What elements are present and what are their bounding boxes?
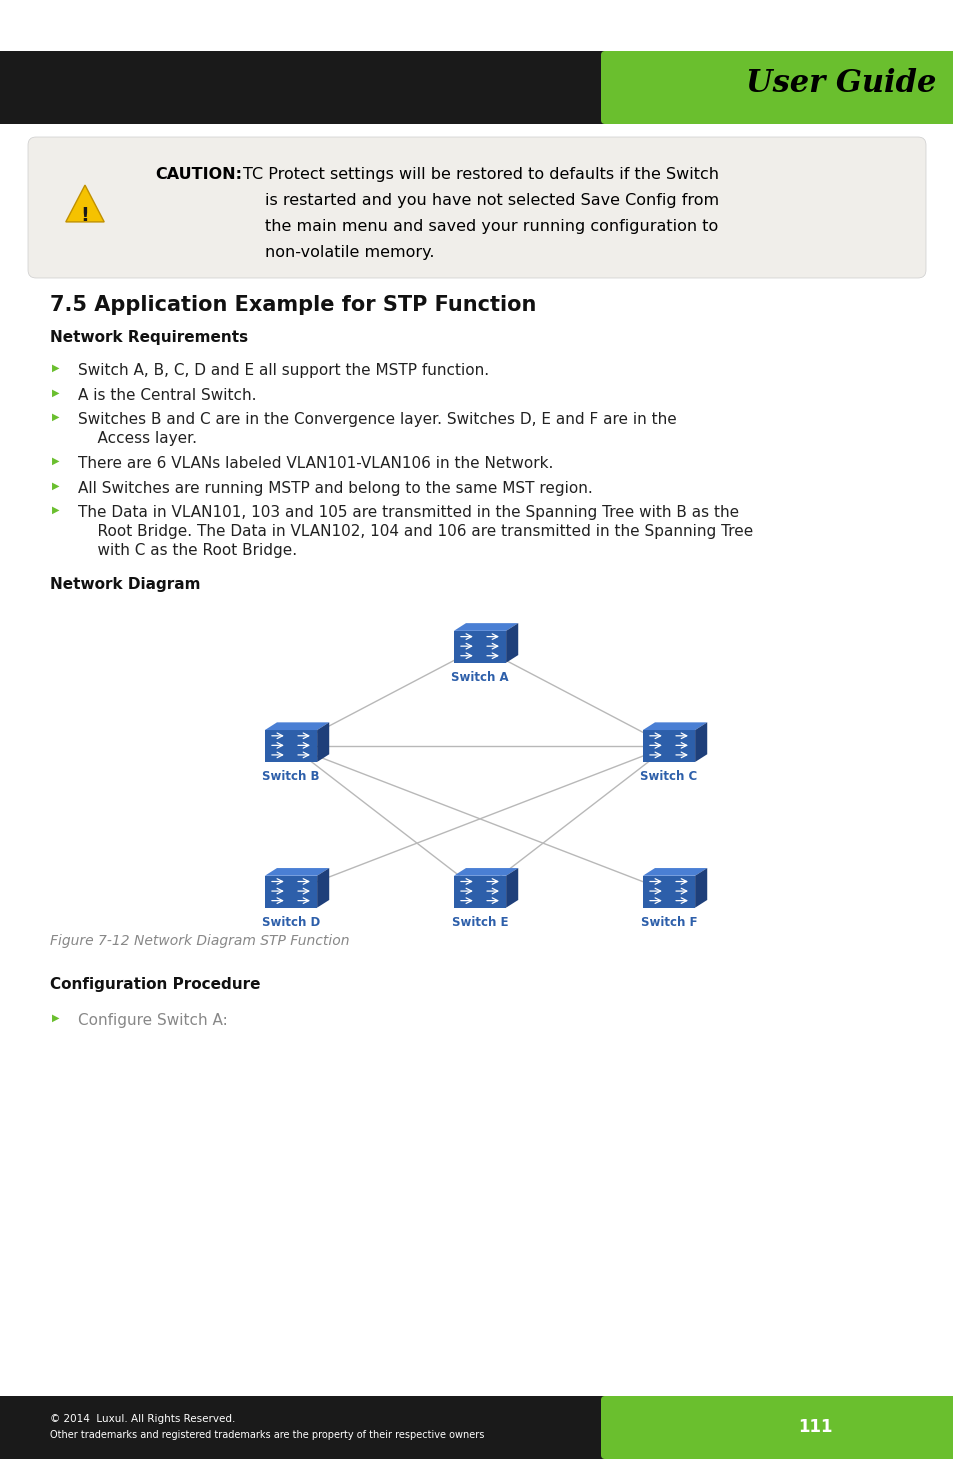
Text: Switch A, B, C, D and E all support the MSTP function.: Switch A, B, C, D and E all support the … (78, 363, 489, 378)
Polygon shape (316, 723, 329, 763)
Text: CAUTION:: CAUTION: (154, 167, 242, 181)
Text: ▶: ▶ (52, 363, 59, 373)
Text: ▶: ▶ (52, 456, 59, 466)
Polygon shape (695, 869, 706, 907)
Text: Switch C: Switch C (639, 770, 697, 783)
Text: There are 6 VLANs labeled VLAN101-VLAN106 in the Network.: There are 6 VLANs labeled VLAN101-VLAN10… (78, 456, 553, 471)
Text: the main menu and saved your running configuration to: the main menu and saved your running con… (265, 218, 718, 235)
Text: Configuration Procedure: Configuration Procedure (50, 976, 260, 991)
FancyBboxPatch shape (0, 1395, 634, 1459)
FancyBboxPatch shape (28, 137, 925, 277)
Polygon shape (265, 730, 316, 763)
Text: ▶: ▶ (52, 1012, 59, 1022)
Polygon shape (454, 622, 517, 631)
FancyBboxPatch shape (600, 52, 953, 124)
Text: Switches B and C are in the Convergence layer. Switches D, E and F are in the
  : Switches B and C are in the Convergence … (78, 412, 676, 447)
Text: Switch F: Switch F (640, 916, 697, 929)
Text: User Guide: User Guide (745, 68, 935, 99)
Polygon shape (506, 869, 517, 907)
Text: !: ! (80, 207, 90, 226)
Polygon shape (695, 723, 706, 763)
Polygon shape (506, 622, 517, 662)
Text: ▶: ▶ (52, 412, 59, 422)
Text: 111: 111 (798, 1419, 832, 1437)
Text: non-volatile memory.: non-volatile memory. (265, 245, 434, 260)
Polygon shape (265, 876, 316, 907)
Text: 7.5 Application Example for STP Function: 7.5 Application Example for STP Function (50, 295, 536, 316)
Polygon shape (316, 869, 329, 907)
Text: © 2014  Luxul. All Rights Reserved.: © 2014 Luxul. All Rights Reserved. (50, 1415, 235, 1423)
Text: Figure 7-12 Network Diagram STP Function: Figure 7-12 Network Diagram STP Function (50, 935, 349, 948)
Text: Switch B: Switch B (262, 770, 319, 783)
Polygon shape (454, 869, 517, 876)
Text: Network Diagram: Network Diagram (50, 577, 200, 591)
Text: Switch D: Switch D (262, 916, 320, 929)
Polygon shape (642, 723, 706, 730)
Text: TC Protect settings will be restored to defaults if the Switch: TC Protect settings will be restored to … (243, 167, 719, 181)
FancyBboxPatch shape (0, 52, 634, 124)
Text: Switch E: Switch E (452, 916, 508, 929)
FancyBboxPatch shape (600, 1395, 953, 1459)
Text: All Switches are running MSTP and belong to the same MST region.: All Switches are running MSTP and belong… (78, 481, 592, 496)
Text: ▶: ▶ (52, 481, 59, 491)
Polygon shape (66, 184, 104, 221)
Text: The Data in VLAN101, 103 and 105 are transmitted in the Spanning Tree with B as : The Data in VLAN101, 103 and 105 are tra… (78, 504, 753, 559)
Polygon shape (265, 723, 329, 730)
Polygon shape (642, 730, 695, 763)
Text: Switch A: Switch A (451, 671, 508, 684)
Text: A is the Central Switch.: A is the Central Switch. (78, 388, 256, 403)
Text: Configure Switch A:: Configure Switch A: (78, 1012, 228, 1028)
Polygon shape (454, 631, 506, 662)
Text: is restarted and you have not selected Save Config from: is restarted and you have not selected S… (265, 193, 719, 208)
Polygon shape (642, 876, 695, 907)
Polygon shape (454, 876, 506, 907)
Text: ▶: ▶ (52, 388, 59, 397)
Text: Network Requirements: Network Requirements (50, 330, 248, 345)
Polygon shape (265, 869, 329, 876)
Text: ▶: ▶ (52, 504, 59, 515)
Polygon shape (642, 869, 706, 876)
Text: Other trademarks and registered trademarks are the property of their respective : Other trademarks and registered trademar… (50, 1429, 484, 1440)
